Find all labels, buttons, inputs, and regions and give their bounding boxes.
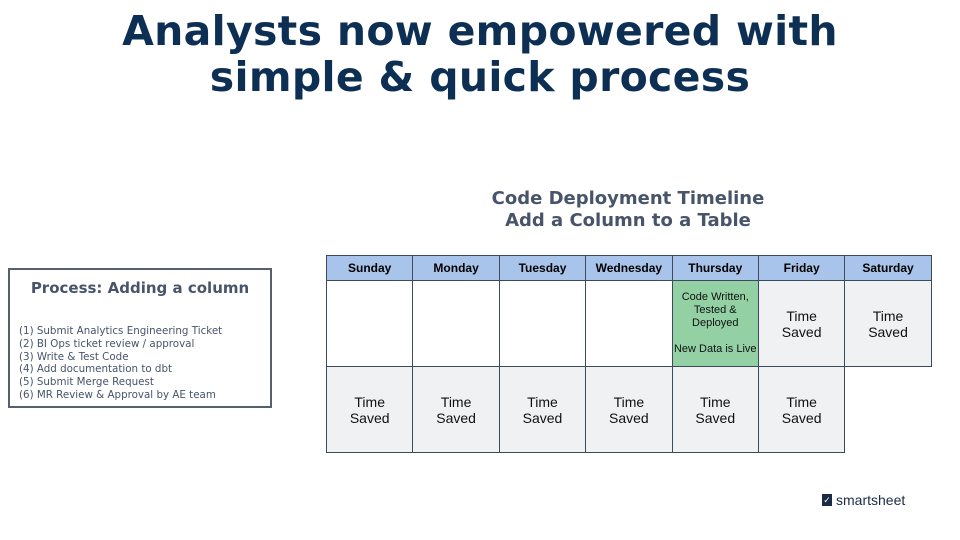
day-header: Thursday (671, 255, 759, 281)
timeline-title: Code Deployment Timeline Add a Column to … (440, 188, 816, 232)
logo-text: smartsheet (836, 492, 906, 508)
timeline-table: Sunday Monday Tuesday Wednesday Thursday Frid… (325, 255, 932, 453)
deployment-cell: Code Written, Tested & Deployed New Data… (671, 280, 759, 367)
day-header: Sunday (325, 255, 414, 281)
timeline-cell: Time Saved (757, 280, 846, 367)
timeline-cell (412, 280, 500, 367)
day-header: Wednesday (585, 255, 673, 281)
table-row: Code Written, Tested & Deployed New Data… (325, 280, 932, 367)
timeline-cell: Time Saved (412, 366, 500, 453)
process-step: (6) MR Review & Approval by AE team (19, 388, 216, 401)
day-header: Tuesday (498, 255, 587, 281)
table-row: Time Saved Time Saved Time Saved Time Saved Time… (325, 366, 932, 453)
timeline-cell: Time Saved (844, 280, 932, 367)
timeline-title-line-1: Code Deployment Timeline (491, 188, 765, 209)
timeline-cell (844, 366, 932, 453)
process-step: (4) Add documentation to dbt (19, 363, 173, 376)
process-step: (2) BI Ops ticket review / approval (19, 337, 195, 350)
slide-title: Analysts now empowered with simple & quic… (0, 8, 960, 100)
timeline-cell: Time Saved (325, 366, 414, 453)
timeline-cell: Time Saved (757, 366, 846, 453)
process-step: (5) Submit Merge Request (19, 376, 154, 389)
day-header: Friday (757, 255, 846, 281)
checkbox-logo-icon: ✓ (822, 494, 832, 506)
day-header: Monday (412, 255, 500, 281)
timeline-cell (498, 280, 587, 367)
process-step: (1) Submit Analytics Engineering Ticket (19, 325, 223, 337)
process-title: Process: Adding a column (30, 279, 250, 297)
timeline-cell: Time Saved (585, 366, 673, 453)
day-header: Saturday (844, 255, 932, 281)
timeline-cell: Time Saved (671, 366, 759, 453)
timeline-cell (325, 280, 414, 367)
process-step: (3) Write & Test Code (19, 350, 129, 363)
process-box: Process: Adding a column (1) Submit Anal… (8, 268, 272, 408)
timeline-cell: Time Saved (498, 366, 587, 453)
timeline-cell (585, 280, 673, 367)
title-line-2: simple & quick process (209, 53, 751, 101)
smartsheet-logo: ✓ smartsheet (822, 492, 905, 508)
timeline-title-line-2: Add a Column to a Table (505, 210, 751, 231)
title-line-1: Analysts now empowered with (122, 7, 838, 55)
process-steps: (1) Submit Analytics Engineering Ticket … (19, 325, 270, 402)
header-row: Sunday Monday Tuesday Wednesday Thursday Frid… (325, 255, 932, 281)
